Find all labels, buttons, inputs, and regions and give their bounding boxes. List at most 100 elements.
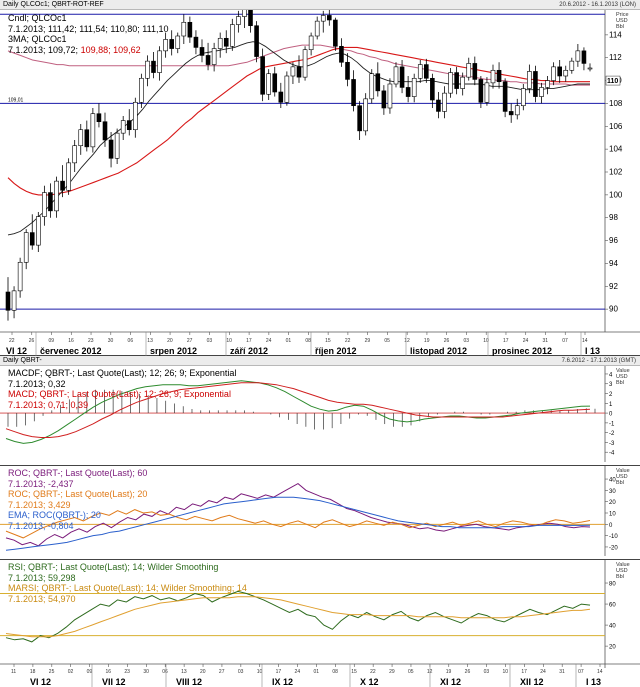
price-x-day-label: 19 bbox=[424, 338, 430, 344]
candle-body bbox=[163, 39, 168, 52]
candle-body bbox=[139, 77, 144, 103]
candle-body bbox=[151, 60, 156, 73]
price-x-month-label: I 13 bbox=[585, 346, 600, 356]
candle-body bbox=[436, 99, 441, 112]
candle-body bbox=[78, 129, 84, 147]
rsi-y-tick-label: 80 bbox=[609, 582, 616, 588]
roc-legend: ROC; QBRT-; Last Quote(Last); 60 7.1.201… bbox=[8, 468, 147, 531]
candle-body bbox=[260, 56, 265, 95]
candle-body bbox=[533, 71, 538, 97]
macd-y-tick-label: 3 bbox=[609, 382, 613, 388]
top-chart-title-bar: Daily QLCOc1; QBRT-ROT-REF 20.6.2012 - 1… bbox=[0, 0, 640, 10]
candle-body bbox=[563, 69, 569, 77]
roc-y-tick-label: 0 bbox=[609, 523, 613, 529]
candle-body bbox=[254, 25, 259, 57]
macd-y-tick-label: 0 bbox=[609, 412, 613, 418]
price-x-day-label: 08 bbox=[305, 338, 311, 344]
candle-body bbox=[527, 71, 532, 89]
price-x-day-label: 10 bbox=[483, 338, 489, 344]
rsi-y-tick-label: 20 bbox=[609, 645, 616, 651]
candle-body bbox=[393, 66, 399, 85]
candle-body bbox=[448, 72, 453, 94]
candle-body bbox=[484, 82, 490, 103]
candle-body bbox=[42, 192, 47, 217]
axis-header-line: USD bbox=[616, 474, 628, 480]
candle-body bbox=[351, 79, 356, 107]
rsi-x-day-label: 27 bbox=[219, 669, 225, 675]
price-y-tick-label: 112 bbox=[609, 53, 622, 62]
candle-body bbox=[66, 162, 71, 191]
candle-body bbox=[545, 80, 550, 88]
rsi-x-day-label: 22 bbox=[370, 669, 376, 675]
price-x-day-label: 26 bbox=[29, 338, 35, 344]
price-x-day-label: 22 bbox=[9, 338, 15, 344]
candle-body bbox=[345, 61, 350, 80]
rsi-x-day-label: 17 bbox=[276, 669, 282, 675]
price-x-day-label: 30 bbox=[108, 338, 114, 344]
axis-header-line: Bbl bbox=[616, 480, 624, 486]
legend-line: MARSI; QBRT-; Last Quote(Last); 14; Wild… bbox=[8, 583, 247, 593]
price-x-day-label: 27 bbox=[187, 338, 193, 344]
candle-body bbox=[181, 21, 187, 37]
rsi-x-month-label: VI 12 bbox=[30, 677, 51, 687]
rsi-axis-header: Value USD Bbl bbox=[616, 562, 638, 580]
candle-body bbox=[23, 232, 29, 263]
candle-body bbox=[472, 63, 478, 80]
candle-body bbox=[375, 73, 381, 92]
legend-line: Cndl; QLCOc1 bbox=[8, 13, 67, 23]
rsi-x-month-label: VIII 12 bbox=[176, 677, 202, 687]
current-price-box bbox=[605, 75, 621, 86]
candle-body bbox=[175, 35, 181, 49]
roc-y-tick-label: 10 bbox=[609, 512, 616, 518]
price-x-day-label: 29 bbox=[365, 338, 371, 344]
candle-body bbox=[430, 77, 435, 101]
price-pane[interactable]: 90 92 94 96 98 100 102 104 106 108 110 112 114 109,01… bbox=[0, 10, 640, 356]
axis-header-line: USD bbox=[616, 568, 628, 574]
candle-body bbox=[72, 145, 77, 164]
candle-body bbox=[169, 39, 174, 49]
macd-legend: MACDF; QBRT-; Last Quote(Last); 12; 26; … bbox=[8, 368, 236, 410]
price-hline-label: 109,01 bbox=[8, 97, 24, 103]
candle-body bbox=[296, 66, 302, 78]
candle-body bbox=[60, 180, 65, 191]
candle-body bbox=[363, 98, 368, 132]
roc-y-tick-label: 40 bbox=[609, 478, 616, 484]
price-y-tick-label: 100 bbox=[609, 190, 623, 199]
price-x-month-label: září 2012 bbox=[230, 346, 268, 356]
price-x-month-label: červenec 2012 bbox=[40, 346, 102, 356]
roc-axis-header: Value USD Bbl bbox=[616, 468, 638, 486]
price-x-day-label: 20 bbox=[167, 338, 173, 344]
candle-body bbox=[381, 90, 387, 109]
price-x-day-label: 12 bbox=[404, 338, 410, 344]
price-x-month-label: VI 12 bbox=[6, 346, 27, 356]
price-x-day-label: 06 bbox=[128, 338, 134, 344]
rsi-pane[interactable]: 20 40 60 80 11 18 25 02 09 16 23 30 06 13 20 27 03 10 17 24… bbox=[0, 560, 640, 687]
top-chart-title: Daily QLCOc1; QBRT-ROT-REF bbox=[3, 1, 104, 8]
candle-body bbox=[508, 111, 514, 116]
legend-line: 7.1.2013; 109,72; 109,88; 109,62 bbox=[8, 45, 168, 56]
rsi-x-day-label: 13 bbox=[181, 669, 187, 675]
candle-body bbox=[417, 64, 423, 79]
legend-ma-red-value: 109,88; bbox=[80, 44, 111, 55]
rsi-x-day-label: 16 bbox=[106, 669, 112, 675]
roc-pane[interactable]: -20 -10 0 10 20 30 40 Value USD Bbl ROC; QBRT-… bbox=[0, 466, 640, 560]
candle-body bbox=[84, 129, 90, 148]
candle-body bbox=[145, 60, 150, 79]
rsi-chart: 20 40 60 80 11 18 25 02 09 16 23 30 06 13 20 27 03 10 17 24… bbox=[0, 560, 640, 687]
price-y-tick-label: 102 bbox=[609, 168, 623, 177]
candle-body bbox=[405, 87, 411, 97]
rsi-legend: RSI; QBRT-; Last Quote(Last); 14; Wilder… bbox=[8, 562, 247, 604]
macd-series-line bbox=[5, 382, 591, 438]
price-x-day-label: 09 bbox=[49, 338, 55, 344]
candle-body bbox=[411, 77, 417, 97]
candle-body bbox=[272, 73, 278, 93]
candle-body bbox=[460, 76, 465, 89]
macd-pane[interactable]: -4 -3 -2 -1 0 1 2 3 4 Value USD Bbl MACDF; QBRT-… bbox=[0, 366, 640, 466]
rsi-x-day-label: 31 bbox=[559, 669, 565, 675]
candle-body bbox=[230, 24, 235, 47]
price-y-tick-label: 96 bbox=[609, 236, 618, 245]
roc-y-tick-label: 30 bbox=[609, 489, 616, 495]
candle-body bbox=[466, 63, 472, 78]
bottom-date-range: 7.6.2012 - 17.1.2013 (GMT) bbox=[561, 358, 636, 364]
legend-line: 3MA; QLCOc1 bbox=[8, 34, 67, 44]
